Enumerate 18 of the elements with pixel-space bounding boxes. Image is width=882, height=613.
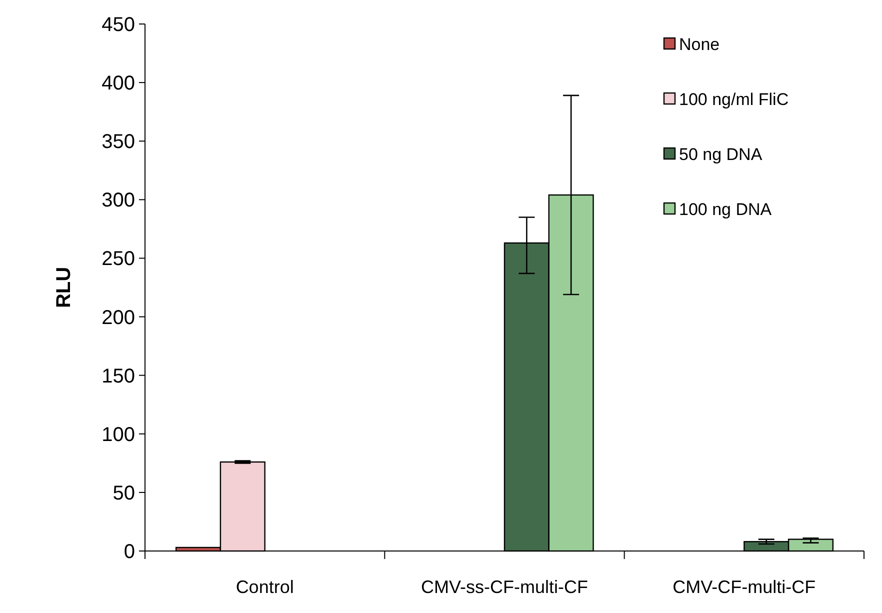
y-tick-label: 100 [102,424,135,446]
y-tick-label: 250 [102,248,135,270]
y-tick-label: 50 [112,482,135,504]
y-tick-label: 300 [102,190,135,212]
y-tick-label: 350 [102,131,135,154]
legend-label: None [679,34,720,54]
legend-label: 50 ng DNA [679,144,763,164]
x-tick-label: Control [236,577,294,597]
x-tick-label: CMV-CF-multi-CF [672,577,816,597]
x-tick-label: CMV-ss-CF-multi-CF [421,577,588,597]
legend-label: 100 ng/ml FliC [679,90,789,109]
y-tick-label: 450 [102,14,135,36]
y-tick-label: 0 [124,541,135,563]
y-axis-title: RLU [53,266,75,308]
legend-label: 100 ng DNA [679,200,772,219]
y-tick-label: 200 [102,306,135,329]
y-tick-label: 150 [102,365,135,388]
y-tick-label: 400 [102,72,135,95]
